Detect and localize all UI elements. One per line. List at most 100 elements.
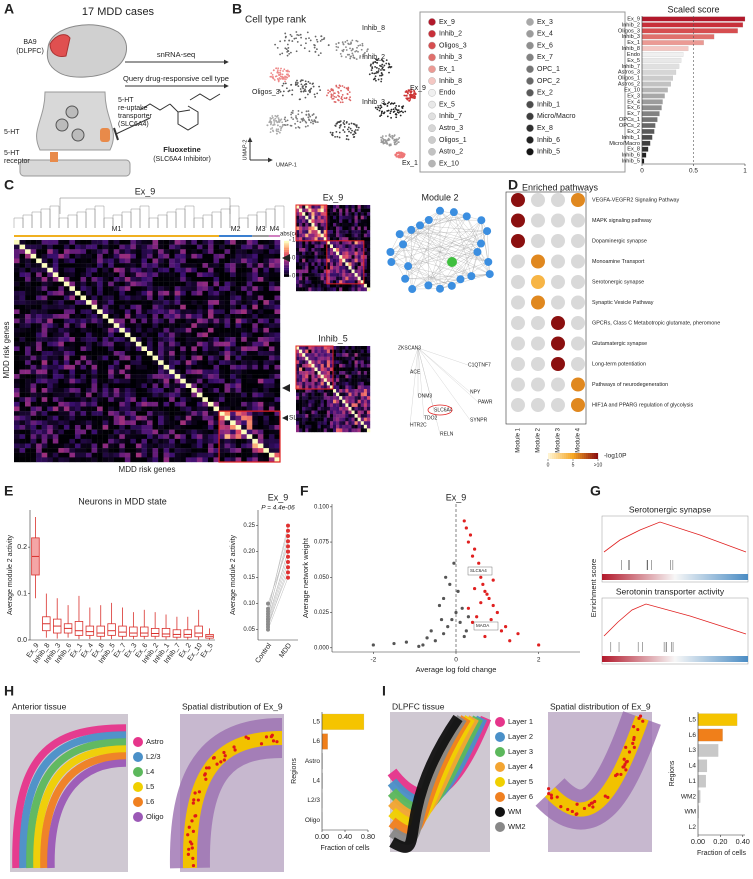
umap-dot (271, 73, 274, 76)
umap-dot (336, 135, 339, 138)
heatmap-cell (345, 346, 349, 350)
heatmap-cell (158, 323, 164, 329)
heatmap-cell (97, 314, 103, 319)
heatmap-cell (102, 309, 109, 315)
umap-dot (296, 120, 299, 123)
heatmap-cell (91, 240, 98, 245)
heatmap-cell (174, 452, 181, 458)
heatmap-cell (30, 383, 37, 389)
heatmap-cell (158, 392, 164, 398)
heatmap-cell (274, 429, 281, 435)
heatmap-cell (274, 258, 281, 264)
heatmap-cell (185, 369, 192, 375)
heatmap-cell (69, 425, 76, 430)
heatmap-cell (147, 411, 153, 416)
heatmap-cell (357, 265, 361, 270)
heatmap-cell (41, 434, 48, 440)
heatmap-cell (339, 414, 343, 418)
heatmap-cell (235, 318, 242, 324)
umap-dot (343, 131, 346, 133)
heatmap-cell (124, 457, 131, 463)
x-axis-label: Average log fold change (416, 665, 497, 674)
heatmap-cell (191, 369, 198, 375)
heatmap-cell (19, 341, 26, 347)
umap-dot (385, 135, 387, 137)
umap-dot (290, 83, 292, 86)
pair-line (267, 577, 289, 630)
heatmap-cell (141, 323, 148, 329)
heatmap-cell (317, 410, 321, 415)
heatmap-cell (230, 258, 236, 264)
heatmap-cell (163, 272, 170, 278)
heatmap-cell (63, 253, 70, 259)
heatmap-cell (213, 318, 220, 324)
heatmap-cell (147, 388, 153, 393)
heatmap-cell (185, 318, 192, 324)
point (489, 617, 493, 622)
heatmap-cell (342, 410, 346, 415)
umap-dot (348, 130, 350, 133)
heatmap-cell (357, 371, 361, 375)
heatmap-cell (202, 327, 209, 333)
pair-line (267, 546, 289, 604)
heatmap-cell (108, 355, 114, 361)
heatmap-cell (213, 364, 220, 370)
heatmap-cell (345, 248, 349, 252)
x-axis-label: Fraction of cells (320, 845, 370, 852)
heatmap-cell (360, 273, 365, 277)
heatmap-cell (41, 263, 48, 268)
heatmap-cell (119, 267, 126, 273)
colorbar-tick-label: 1 (292, 238, 296, 244)
umap-dot (283, 118, 286, 121)
heatmap-cell (41, 286, 48, 292)
heatmap-cell (213, 327, 220, 333)
heatmap-cell (97, 434, 103, 440)
heatmap-cell (174, 355, 181, 361)
heatmap-cell (308, 378, 312, 383)
heatmap-cell (63, 327, 70, 333)
point (425, 636, 429, 640)
heatmap-cell (274, 253, 281, 259)
y-tick-label: 0.075 (314, 540, 330, 546)
heatmap-cell (326, 424, 331, 429)
heatmap-cell (19, 332, 26, 338)
network-node (387, 258, 396, 267)
heatmap-cell (235, 457, 242, 463)
heatmap-cell (329, 273, 334, 277)
heatmap-cell (196, 253, 203, 259)
heatmap-cell (274, 438, 281, 444)
heatmap-cell (36, 360, 42, 366)
brain-region (49, 34, 71, 57)
heatmap-cell (202, 397, 209, 403)
heatmap-cell (163, 351, 170, 356)
empty-dot (571, 234, 585, 248)
legend-label: OPC_2 (537, 78, 560, 85)
heatmap-cell (19, 263, 26, 268)
heatmap-cell (219, 378, 225, 384)
umap-dot (279, 40, 282, 43)
heatmap-cell (113, 429, 120, 435)
umap-label: Oligos_3 (252, 89, 280, 96)
heatmap-cell (14, 272, 20, 278)
heatmap-cell (47, 346, 53, 352)
heatmap-cell (80, 420, 87, 426)
umap-dot (406, 91, 409, 94)
heatmap-cell (58, 337, 65, 342)
heatmap-cell (296, 287, 300, 292)
heatmap-cell (207, 374, 214, 379)
heatmap-cell (336, 244, 340, 249)
heatmap-cell (360, 248, 365, 252)
category-label: OPCs_2 (619, 123, 640, 129)
umap-dot (389, 135, 392, 138)
inhibition (115, 117, 151, 135)
heatmap-cell (329, 280, 334, 285)
heatmap-cell (230, 240, 236, 245)
heatmap-cell (19, 295, 26, 301)
heatmap-cell (130, 318, 137, 324)
heatmap-cell (296, 378, 300, 383)
heatmap-cell (108, 240, 114, 245)
heatmap-cell (320, 367, 324, 372)
colorbar-cell (550, 453, 553, 459)
heatmap-cell (207, 425, 214, 430)
heatmap-cell (80, 346, 87, 352)
